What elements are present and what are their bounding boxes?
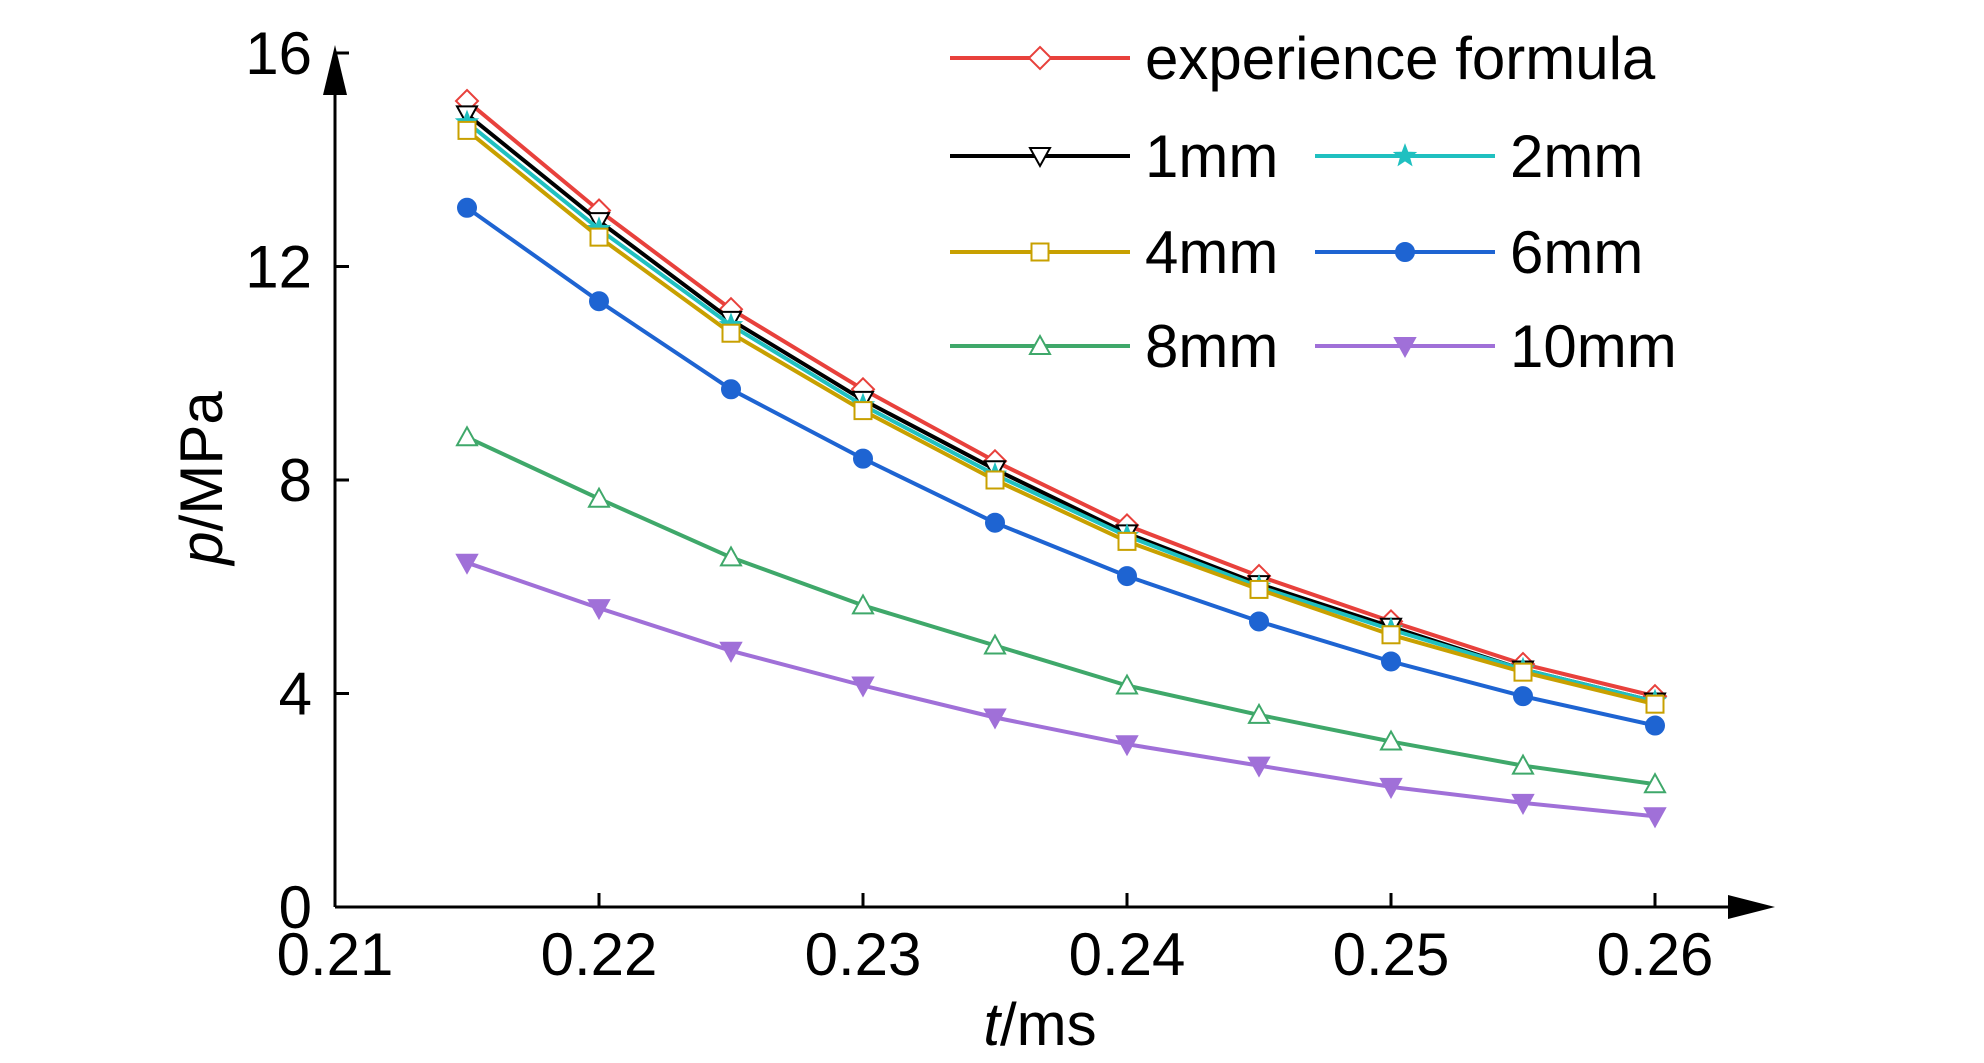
data-point (1511, 753, 1535, 775)
data-point (853, 401, 873, 421)
series-line (465, 112, 1656, 704)
series-layer (454, 88, 1668, 829)
y-axis-arrow (323, 45, 347, 95)
data-point (1513, 662, 1533, 682)
legend-label: 1mm (1145, 123, 1278, 190)
series-line (465, 206, 1656, 728)
data-point (457, 197, 477, 218)
series-4mm (457, 120, 1665, 714)
data-point (1643, 772, 1667, 794)
x-tick-label: 0.23 (805, 921, 922, 988)
x-tick-label: 0.25 (1333, 921, 1450, 988)
legend-swatch-marker (1395, 242, 1415, 262)
x-axis-title-italic: t (983, 991, 1002, 1058)
data-point (1249, 579, 1269, 599)
data-point (1117, 531, 1137, 551)
data-point (1247, 756, 1271, 778)
data-point (1249, 611, 1269, 632)
data-point (1645, 694, 1665, 714)
data-point (1115, 735, 1139, 757)
y-tick-label: 4 (279, 661, 312, 728)
data-point (1381, 651, 1401, 672)
data-point (1379, 729, 1403, 751)
legend-label: 2mm (1510, 123, 1643, 190)
x-axis-title-rest: /ms (1000, 991, 1097, 1058)
series-line (465, 128, 1656, 707)
ticks: 0.21 0.22 0.23 0.24 0.25 0.26 0 4 8 12 16 (245, 20, 1713, 988)
series-10mm (455, 553, 1667, 829)
legend-item: 2mm (1315, 123, 1643, 190)
x-tick-label: 0.24 (1069, 921, 1186, 988)
data-point (721, 323, 741, 343)
data-point (851, 593, 875, 615)
legend-swatch-marker (1392, 143, 1418, 167)
x-tick-label: 0.21 (277, 921, 394, 988)
legend-item: 4mm (950, 219, 1278, 286)
y-axis-title-rest: /MPa (168, 391, 235, 532)
data-point (983, 708, 1007, 730)
data-point (1511, 793, 1535, 815)
data-point (851, 676, 875, 698)
legend-item: 10mm (1315, 313, 1677, 380)
legend-label: 10mm (1510, 313, 1677, 380)
legend-item: 6mm (1315, 219, 1643, 286)
data-point (719, 545, 743, 567)
legend-label: 8mm (1145, 313, 1278, 380)
data-point (1379, 777, 1403, 799)
legend-item: experience formula (950, 25, 1656, 92)
legend-label: 6mm (1510, 219, 1643, 286)
data-point (1117, 566, 1137, 587)
legend-label: 4mm (1145, 219, 1278, 286)
y-tick-label: 12 (245, 234, 312, 301)
series-8mm (455, 425, 1667, 794)
legend-swatch-marker (1393, 337, 1417, 359)
data-point (1513, 686, 1533, 707)
data-point (721, 379, 741, 400)
series-6mm (457, 197, 1665, 736)
series-line (466, 560, 1656, 819)
data-point (1115, 673, 1139, 695)
series-experience-formula (454, 88, 1668, 709)
legend: experience formula 1mm 2mm 4mm 6mm 8mm 10mm (950, 25, 1677, 380)
axes (323, 45, 1775, 919)
data-point (457, 120, 477, 140)
legend-swatch-marker (1030, 242, 1050, 262)
data-point (455, 425, 479, 447)
x-tick-label: 0.26 (1597, 921, 1714, 988)
data-point (1645, 715, 1665, 736)
data-point (983, 633, 1007, 655)
data-point (587, 599, 611, 621)
data-point (1643, 807, 1667, 829)
legend-swatch-marker (1027, 45, 1053, 71)
series-line (465, 120, 1656, 704)
data-point (719, 641, 743, 663)
data-point (853, 448, 873, 469)
data-point (587, 486, 611, 508)
y-axis-title: p/MPa (168, 391, 235, 567)
data-point (455, 553, 479, 575)
legend-item: 8mm (950, 313, 1278, 380)
x-tick-label: 0.22 (541, 921, 658, 988)
y-tick-label: 0 (279, 874, 312, 941)
legend-item: 1mm (950, 123, 1278, 190)
data-point (985, 512, 1005, 533)
data-point (589, 227, 609, 247)
x-axis-arrow (1728, 895, 1775, 919)
series-line (466, 435, 1656, 787)
legend-swatch-marker (1028, 147, 1052, 169)
y-tick-label: 8 (279, 447, 312, 514)
series-line (465, 99, 1656, 699)
data-point (1247, 702, 1271, 724)
data-point (985, 470, 1005, 490)
y-tick-label: 16 (245, 20, 312, 87)
x-axis-title: t/ms (983, 991, 1096, 1058)
y-axis-title-italic: p (168, 531, 235, 566)
data-point (589, 291, 609, 312)
data-point (1381, 625, 1401, 645)
legend-label: experience formula (1145, 25, 1656, 92)
legend-swatch-marker (1028, 333, 1052, 355)
